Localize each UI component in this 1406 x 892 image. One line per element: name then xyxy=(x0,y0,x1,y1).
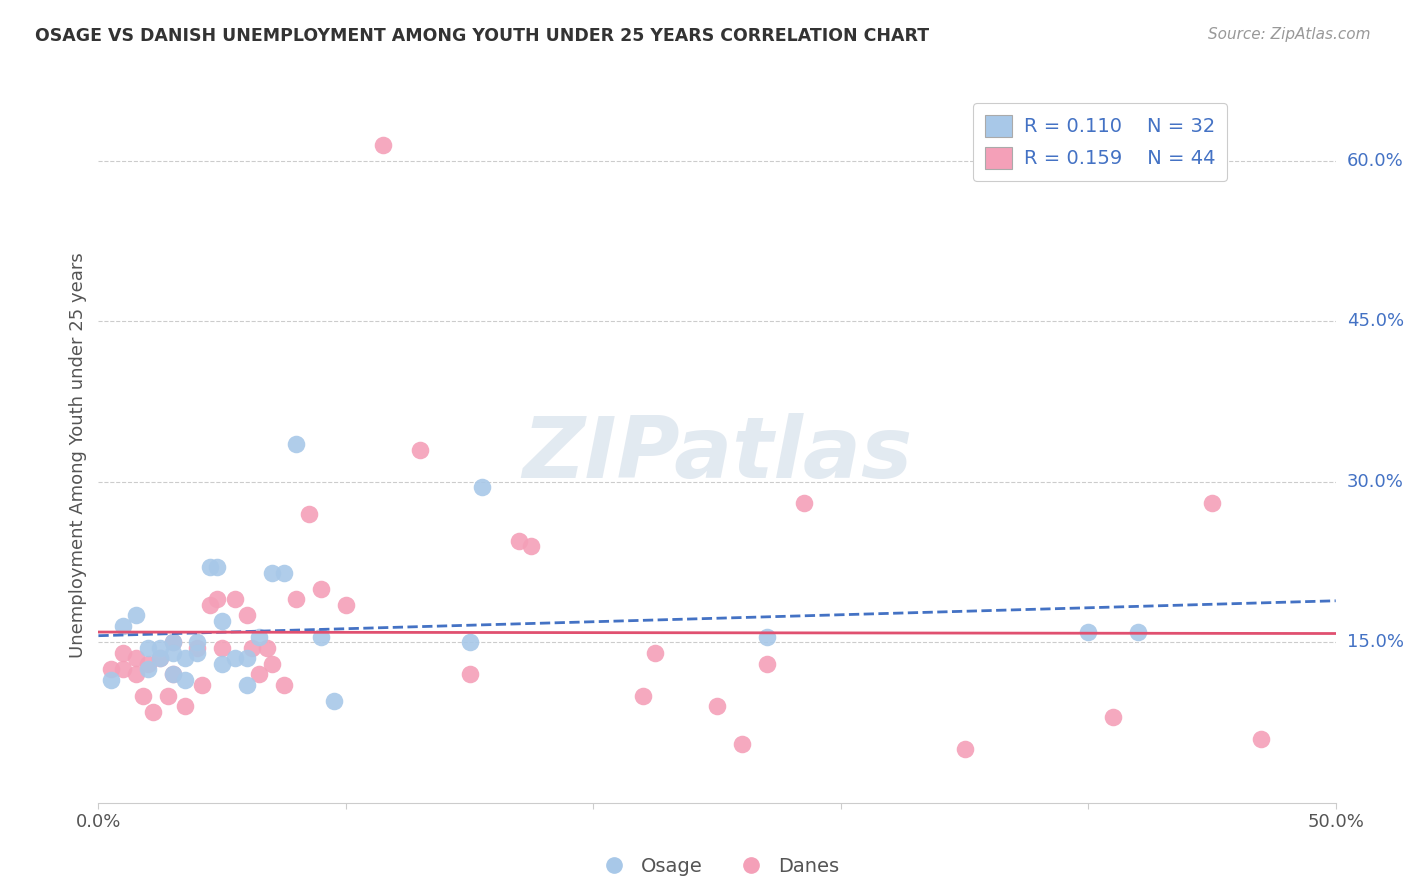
Point xyxy=(309,630,332,644)
Point xyxy=(298,507,321,521)
Point xyxy=(112,646,135,660)
Point xyxy=(112,619,135,633)
Point xyxy=(224,651,246,665)
Legend: Osage, Danes: Osage, Danes xyxy=(586,849,848,884)
Point xyxy=(731,737,754,751)
Point xyxy=(285,437,308,451)
Point xyxy=(236,651,259,665)
Point xyxy=(112,662,135,676)
Text: OSAGE VS DANISH UNEMPLOYMENT AMONG YOUTH UNDER 25 YEARS CORRELATION CHART: OSAGE VS DANISH UNEMPLOYMENT AMONG YOUTH… xyxy=(35,27,929,45)
Point xyxy=(156,689,179,703)
Text: 45.0%: 45.0% xyxy=(1347,312,1405,330)
Point xyxy=(211,640,233,655)
Point xyxy=(198,598,221,612)
Point xyxy=(162,646,184,660)
Text: Source: ZipAtlas.com: Source: ZipAtlas.com xyxy=(1208,27,1371,42)
Point xyxy=(1077,624,1099,639)
Point xyxy=(1102,710,1125,724)
Point xyxy=(100,673,122,687)
Point xyxy=(371,137,394,152)
Point xyxy=(124,608,146,623)
Text: 30.0%: 30.0% xyxy=(1347,473,1403,491)
Point xyxy=(256,640,278,655)
Point xyxy=(124,651,146,665)
Point xyxy=(236,608,259,623)
Point xyxy=(132,689,155,703)
Text: 15.0%: 15.0% xyxy=(1347,633,1403,651)
Point xyxy=(136,657,159,671)
Point xyxy=(260,566,283,580)
Y-axis label: Unemployment Among Youth under 25 years: Unemployment Among Youth under 25 years xyxy=(69,252,87,657)
Point xyxy=(186,635,208,649)
Point xyxy=(644,646,666,660)
Point xyxy=(136,662,159,676)
Point xyxy=(149,640,172,655)
Point xyxy=(211,657,233,671)
Point xyxy=(198,560,221,574)
Point xyxy=(191,678,214,692)
Point xyxy=(247,630,270,644)
Point xyxy=(706,699,728,714)
Point xyxy=(247,667,270,681)
Point xyxy=(953,742,976,756)
Point xyxy=(162,635,184,649)
Point xyxy=(162,635,184,649)
Point xyxy=(174,651,197,665)
Point xyxy=(205,592,228,607)
Point xyxy=(136,640,159,655)
Point xyxy=(458,667,481,681)
Point xyxy=(1201,496,1223,510)
Point xyxy=(322,694,344,708)
Point xyxy=(409,442,432,457)
Point xyxy=(285,592,308,607)
Point xyxy=(174,699,197,714)
Point xyxy=(211,614,233,628)
Point xyxy=(471,480,494,494)
Point xyxy=(260,657,283,671)
Point xyxy=(793,496,815,510)
Point xyxy=(335,598,357,612)
Text: 60.0%: 60.0% xyxy=(1347,152,1403,169)
Point xyxy=(142,705,165,719)
Point xyxy=(124,667,146,681)
Point xyxy=(162,667,184,681)
Point xyxy=(1250,731,1272,746)
Point xyxy=(458,635,481,649)
Point xyxy=(149,651,172,665)
Point xyxy=(240,640,263,655)
Point xyxy=(100,662,122,676)
Point xyxy=(755,630,778,644)
Point xyxy=(755,657,778,671)
Point xyxy=(186,646,208,660)
Point xyxy=(520,539,543,553)
Point xyxy=(273,566,295,580)
Point xyxy=(236,678,259,692)
Text: ZIPatlas: ZIPatlas xyxy=(522,413,912,497)
Point xyxy=(508,533,530,548)
Point xyxy=(205,560,228,574)
Point xyxy=(162,667,184,681)
Point xyxy=(309,582,332,596)
Point xyxy=(186,640,208,655)
Point xyxy=(224,592,246,607)
Point xyxy=(273,678,295,692)
Point xyxy=(1126,624,1149,639)
Point xyxy=(149,651,172,665)
Point xyxy=(174,673,197,687)
Point xyxy=(631,689,654,703)
